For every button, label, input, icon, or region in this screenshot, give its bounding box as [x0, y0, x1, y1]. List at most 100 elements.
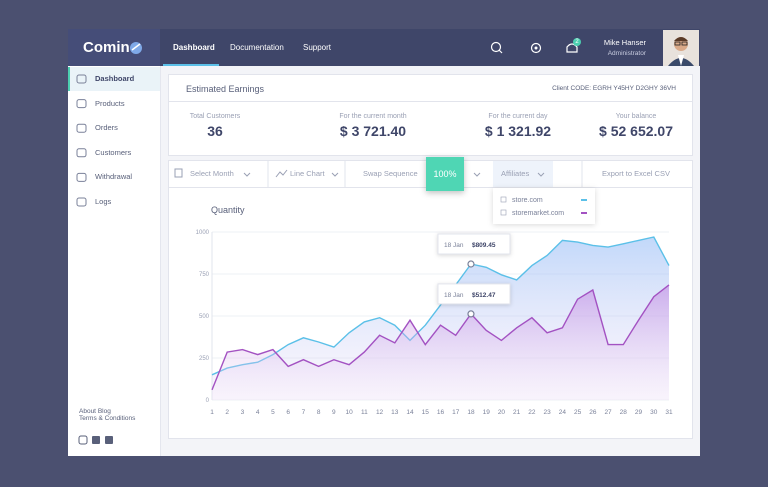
- legend-label: store.com: [512, 197, 543, 204]
- stat-value: $ 1 321.92: [484, 123, 552, 139]
- y-tick-label: 750: [199, 272, 210, 278]
- data-label: $809.45: [472, 242, 496, 249]
- legend-label: storemarket.com: [512, 210, 564, 217]
- line: [211, 236, 670, 376]
- x-tick-label: 13: [391, 409, 399, 416]
- instagram-icon[interactable]: [78, 435, 88, 445]
- footer-link[interactable]: About: [79, 408, 96, 415]
- export-button[interactable]: Export to Excel CSV: [602, 169, 670, 178]
- stat-value: $ 52 652.07: [599, 123, 673, 139]
- menu-item[interactable]: Dashboard: [95, 74, 135, 83]
- chart-title: Quantity: [211, 205, 245, 215]
- avatar[interactable]: [663, 30, 699, 66]
- y-tick-label: 500: [199, 314, 210, 320]
- stat-label: For the current month: [339, 113, 407, 120]
- x-tick-label: 5: [271, 409, 275, 416]
- y-tick-label: 0: [206, 398, 210, 404]
- menu-active: [68, 67, 160, 91]
- x-tick-label: 22: [528, 409, 536, 416]
- x-tick-label: 3: [241, 409, 245, 416]
- top-icons: [490, 41, 578, 54]
- chart-type-select[interactable]: Line Chart: [290, 169, 325, 178]
- swap-button[interactable]: Swap Sequence: [363, 169, 418, 178]
- area: [212, 284, 669, 400]
- divider: [168, 101, 693, 102]
- affiliates-select[interactable]: Affiliates: [501, 169, 530, 178]
- x-tick-label: 14: [406, 409, 414, 416]
- line: [211, 284, 670, 391]
- x-tick-label: 10: [345, 409, 353, 416]
- line-icon: [275, 169, 288, 178]
- menu-icon: [76, 148, 87, 158]
- earnings-card: [168, 74, 693, 156]
- x-tick-label: 27: [604, 409, 612, 416]
- footer-link[interactable]: Blog: [97, 408, 111, 415]
- calendar-icon: [174, 168, 183, 178]
- x-tick-label: 31: [665, 409, 673, 416]
- menu-item[interactable]: Products: [95, 98, 125, 108]
- chevron: [243, 172, 251, 177]
- chevron: [331, 172, 339, 177]
- menu-item[interactable]: Logs: [95, 197, 112, 206]
- user-name: Mike Hanser: [603, 38, 646, 47]
- linkedin-icon[interactable]: [105, 436, 113, 444]
- tooltip: 18 Jan $809.45: [437, 233, 511, 255]
- menu-item[interactable]: Customers: [95, 147, 132, 157]
- nav-link[interactable]: Dashboard: [173, 43, 215, 52]
- x-tick-label: 15: [422, 409, 430, 416]
- legend-checkbox: [500, 209, 507, 216]
- footer-link[interactable]: Terms & Conditions: [79, 415, 136, 422]
- menu-icon: [76, 123, 87, 133]
- search-icon[interactable]: [490, 41, 503, 54]
- tooltip-date: 18 Jan: [444, 242, 464, 249]
- y-tick-label: 1000: [196, 230, 210, 236]
- menu-item[interactable]: Withdrawal: [95, 172, 133, 182]
- nav-active: [163, 64, 219, 66]
- nav-link[interactable]: Documentation: [230, 43, 284, 52]
- point: [467, 260, 475, 268]
- x-tick-label: 26: [589, 409, 597, 416]
- zoom-button[interactable]: 100%: [426, 157, 464, 191]
- facebook-icon[interactable]: [92, 436, 100, 444]
- tooltip-box: [437, 283, 511, 305]
- x-tick-label: 25: [574, 409, 582, 416]
- logo[interactable]: Comin: [68, 29, 160, 66]
- x-tick-label: 17: [452, 409, 460, 416]
- top-bar: [68, 29, 700, 66]
- menu-icon: [76, 172, 87, 182]
- x-tick-label: 7: [302, 409, 306, 416]
- bell-icon[interactable]: [566, 43, 578, 53]
- stat-value: 36: [207, 123, 223, 139]
- logo-icon: [130, 42, 142, 54]
- x-tick-label: 16: [437, 409, 445, 416]
- x-tick-label: 9: [332, 409, 336, 416]
- tooltip: 18 Jan $512.47: [437, 283, 511, 305]
- x-tick-label: 6: [286, 409, 290, 416]
- earnings-title: Estimated Earnings: [186, 84, 265, 94]
- x-tick-label: 23: [544, 409, 552, 416]
- x-tick-label: 21: [513, 409, 521, 416]
- x-tick-label: 18: [467, 409, 475, 416]
- menu-icon: [76, 197, 87, 207]
- toolbar-icons: [174, 160, 583, 188]
- menu-item[interactable]: Orders: [95, 123, 118, 133]
- tooltip-date: 18 Jan: [444, 292, 464, 299]
- user-role: Administrator: [607, 50, 646, 57]
- menu-icon: [76, 99, 87, 109]
- menu-icons: [76, 74, 87, 207]
- x-tick-label: 1: [210, 409, 214, 416]
- menu-icon: [76, 74, 87, 84]
- x-tick-label: 29: [635, 409, 643, 416]
- month-select[interactable]: Select Month: [190, 169, 234, 178]
- x-tick-label: 11: [361, 409, 368, 416]
- notification-badge: 2: [573, 38, 581, 46]
- y-tick-label: 250: [199, 356, 210, 362]
- chevron: [537, 172, 545, 177]
- settings-icon[interactable]: [530, 42, 542, 54]
- footer-links: About Blog Terms & Conditions: [79, 408, 135, 422]
- x-tick-label: 24: [559, 409, 567, 416]
- nav-link[interactable]: Support: [303, 43, 332, 52]
- stat-label: For the current day: [488, 113, 548, 120]
